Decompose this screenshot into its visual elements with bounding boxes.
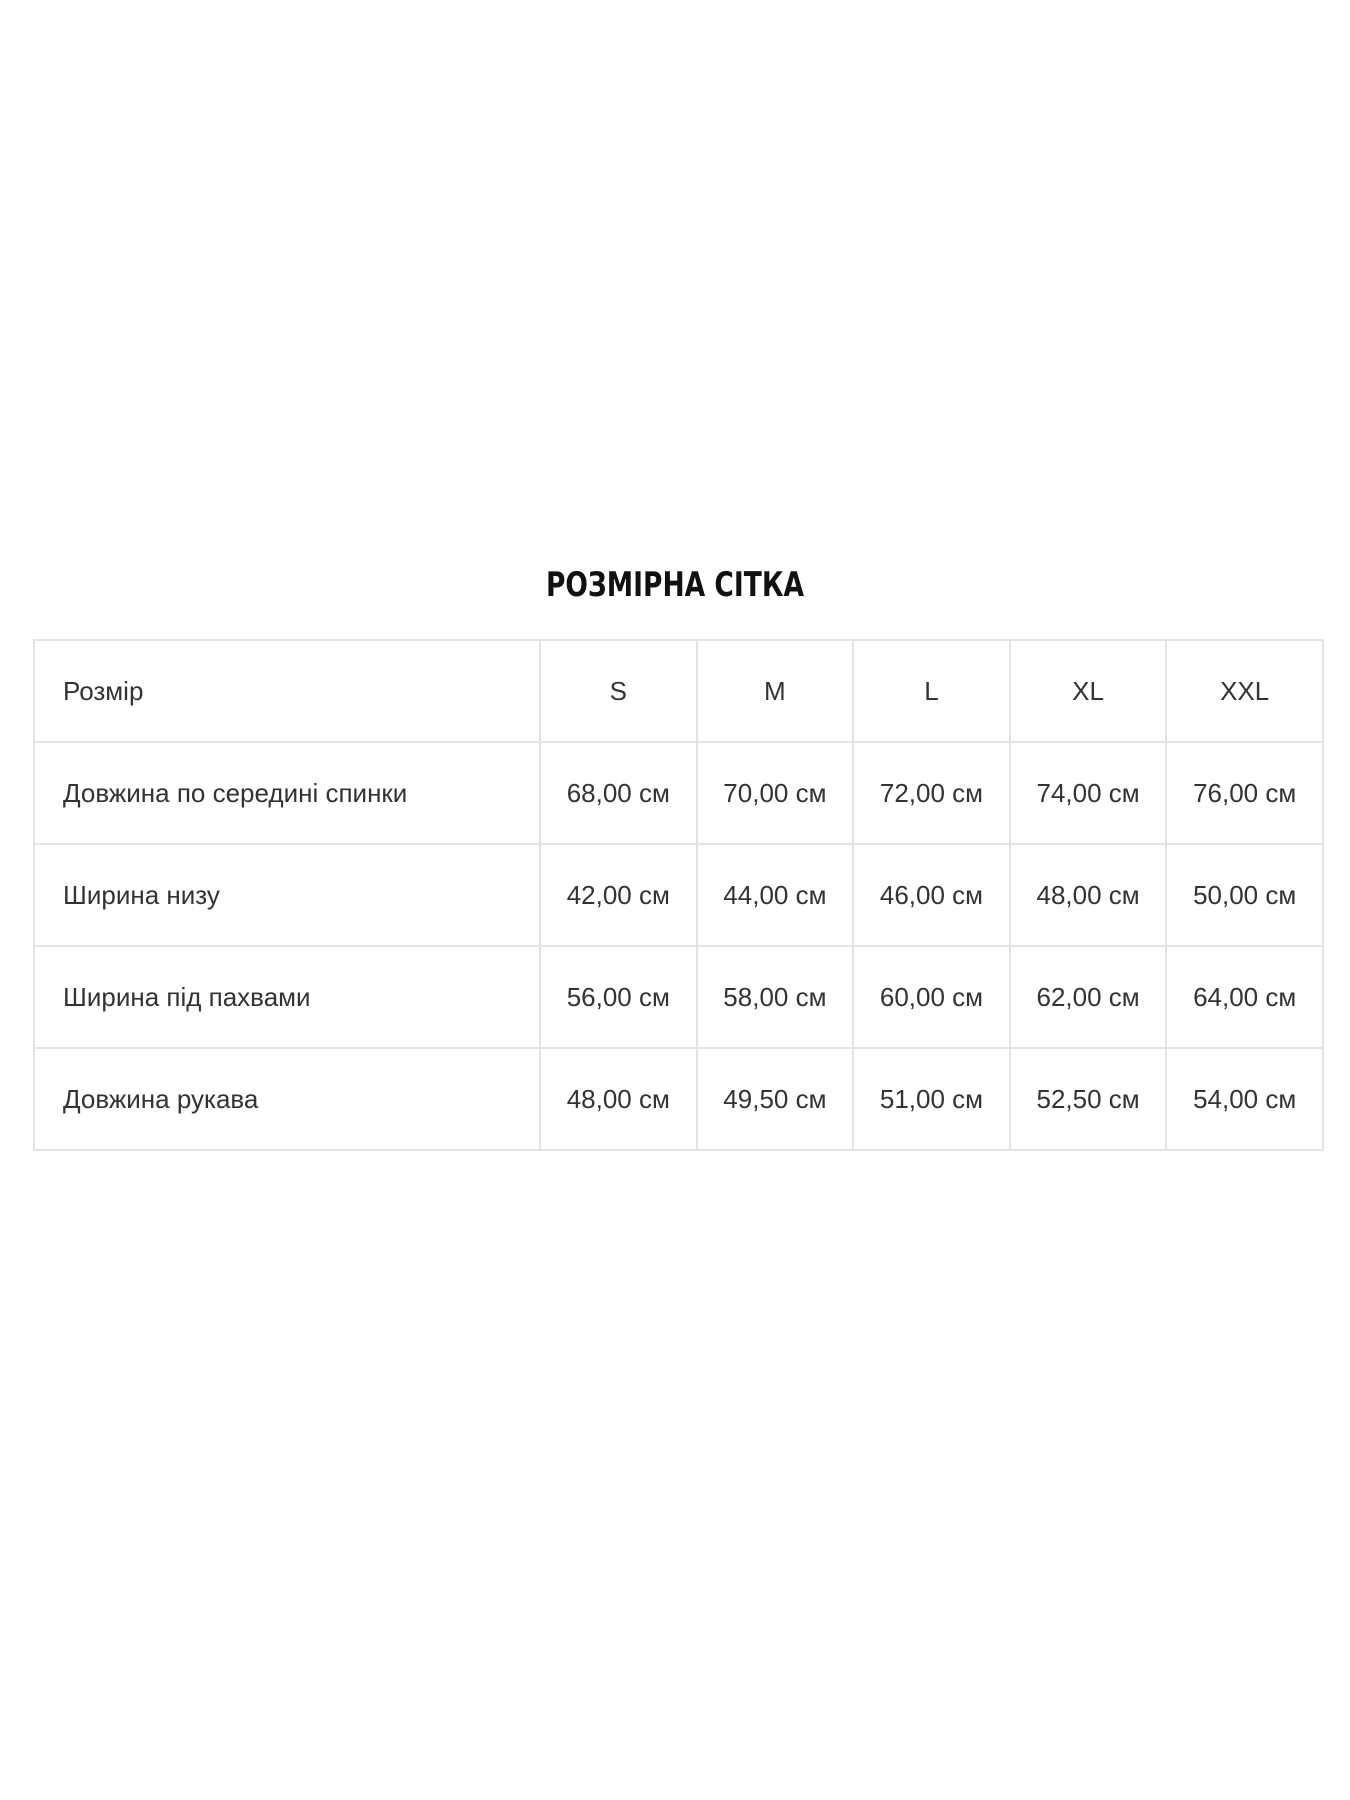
- measurement-cell: 50,00 см: [1165, 843, 1324, 947]
- measurement-cell: 58,00 см: [695, 945, 855, 1049]
- measurement-cell: 68,00 см: [539, 741, 698, 845]
- header-row: Розмір S M L XL XXL: [33, 639, 1324, 743]
- measurement-cell: 60,00 см: [852, 945, 1011, 1049]
- measurement-cell: 56,00 см: [539, 945, 698, 1049]
- page-title: РОЗМІРНА СІТКА: [545, 565, 805, 605]
- measurement-cell: 72,00 см: [852, 741, 1011, 845]
- size-header: S: [539, 639, 698, 743]
- table-row: Ширина під пахвами 56,00 см 58,00 см 60,00 …: [33, 945, 1324, 1049]
- measurement-cell: 62,00 см: [1008, 945, 1168, 1049]
- header-label: Розмір: [33, 639, 541, 743]
- measurement-cell: 44,00 см: [695, 843, 855, 947]
- measurement-cell: 51,00 см: [852, 1047, 1011, 1151]
- measurement-cell: 76,00 см: [1165, 741, 1324, 845]
- measurement-cell: 49,50 см: [695, 1047, 855, 1151]
- measurement-cell: 48,00 см: [1008, 843, 1168, 947]
- table-row: Ширина низу 42,00 см 44,00 см 46,00 см 48,00…: [33, 843, 1324, 947]
- size-header: XXL: [1165, 639, 1324, 743]
- size-header: XL: [1008, 639, 1168, 743]
- measurement-cell: 48,00 см: [539, 1047, 698, 1151]
- measurement-cell: 46,00 см: [852, 843, 1011, 947]
- row-label: Ширина під пахвами: [33, 945, 541, 1049]
- row-label: Довжина рукава: [33, 1047, 541, 1151]
- measurement-cell: 70,00 см: [695, 741, 855, 845]
- measurement-cell: 42,00 см: [539, 843, 698, 947]
- size-header: L: [852, 639, 1011, 743]
- table-row: Довжина по середині спинки 68,00 см 70,00 …: [33, 741, 1324, 845]
- size-chart-table: Розмір S M L XL XXL Довжина по середині спинки…: [33, 639, 1324, 1151]
- measurement-cell: 54,00 см: [1165, 1047, 1324, 1151]
- row-label: Довжина по середині спинки: [33, 741, 541, 845]
- measurement-cell: 52,50 см: [1008, 1047, 1168, 1151]
- measurement-cell: 74,00 см: [1008, 741, 1168, 845]
- row-label: Ширина низу: [33, 843, 541, 947]
- size-header: M: [695, 639, 855, 743]
- table-row: Довжина рукава 48,00 см 49,50 см 51,00 см 52…: [33, 1047, 1324, 1151]
- measurement-cell: 64,00 см: [1165, 945, 1324, 1049]
